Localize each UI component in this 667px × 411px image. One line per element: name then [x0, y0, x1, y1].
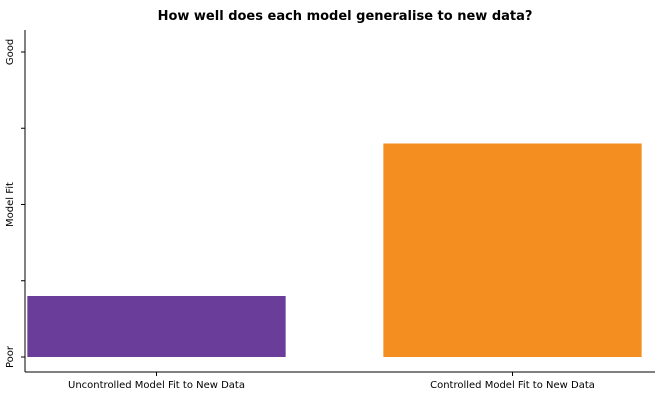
y-ticks: Poor Good	[5, 39, 25, 368]
x-ticks	[156, 372, 513, 376]
y-axis-label: Model Fit	[5, 182, 16, 227]
labels: Uncontrolled Model Fit to New Data Contro…	[68, 380, 595, 391]
bar	[383, 143, 642, 357]
bars	[27, 143, 642, 357]
bar	[27, 296, 286, 357]
x-tick-label: Uncontrolled Model Fit to New Data	[68, 380, 245, 391]
chart-title: How well does each model generalise to n…	[158, 9, 533, 24]
x-tick-label: Controlled Model Fit to New Data	[430, 380, 595, 391]
y-tick-label: Poor	[5, 345, 16, 368]
y-tick-label: Good	[5, 39, 16, 65]
